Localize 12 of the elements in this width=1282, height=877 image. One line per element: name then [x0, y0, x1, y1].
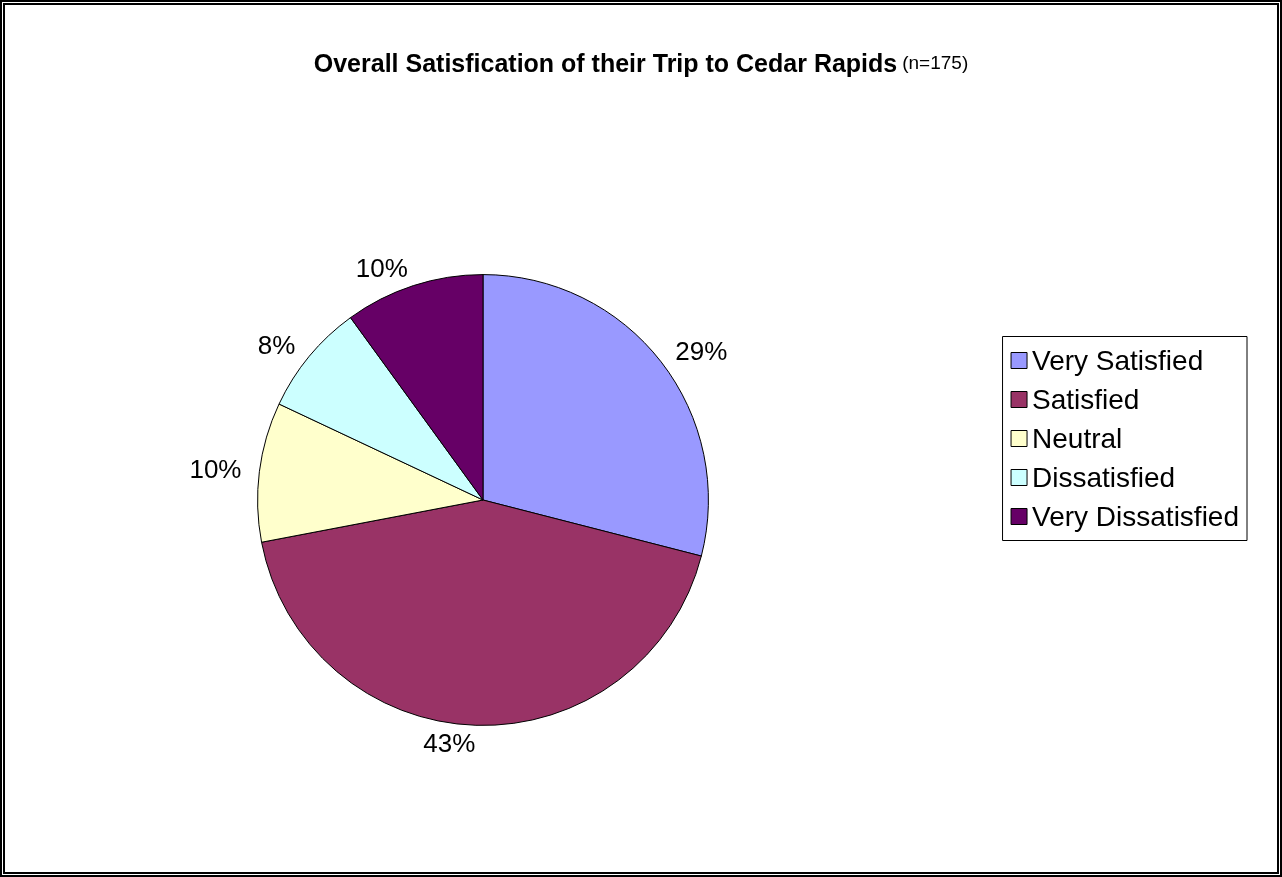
data-label: 8%	[257, 329, 296, 360]
chart-title: Overall Satisfication of their Trip to Cedar Rapids	[313, 48, 898, 77]
legend-label: Very Dissatisfied	[1032, 501, 1239, 532]
data-label: 10%	[189, 454, 242, 485]
legend-label: Dissatisfied	[1032, 462, 1176, 493]
data-label: 10%	[355, 253, 408, 284]
data-label: 43%	[423, 728, 476, 759]
legend-label: Neutral	[1032, 423, 1123, 454]
legend-label: Satisfied	[1032, 384, 1140, 415]
chart-subtitle: (n=175)	[902, 52, 969, 73]
legend-label: Very Satisfied	[1032, 345, 1204, 376]
data-label: 29%	[675, 335, 728, 366]
